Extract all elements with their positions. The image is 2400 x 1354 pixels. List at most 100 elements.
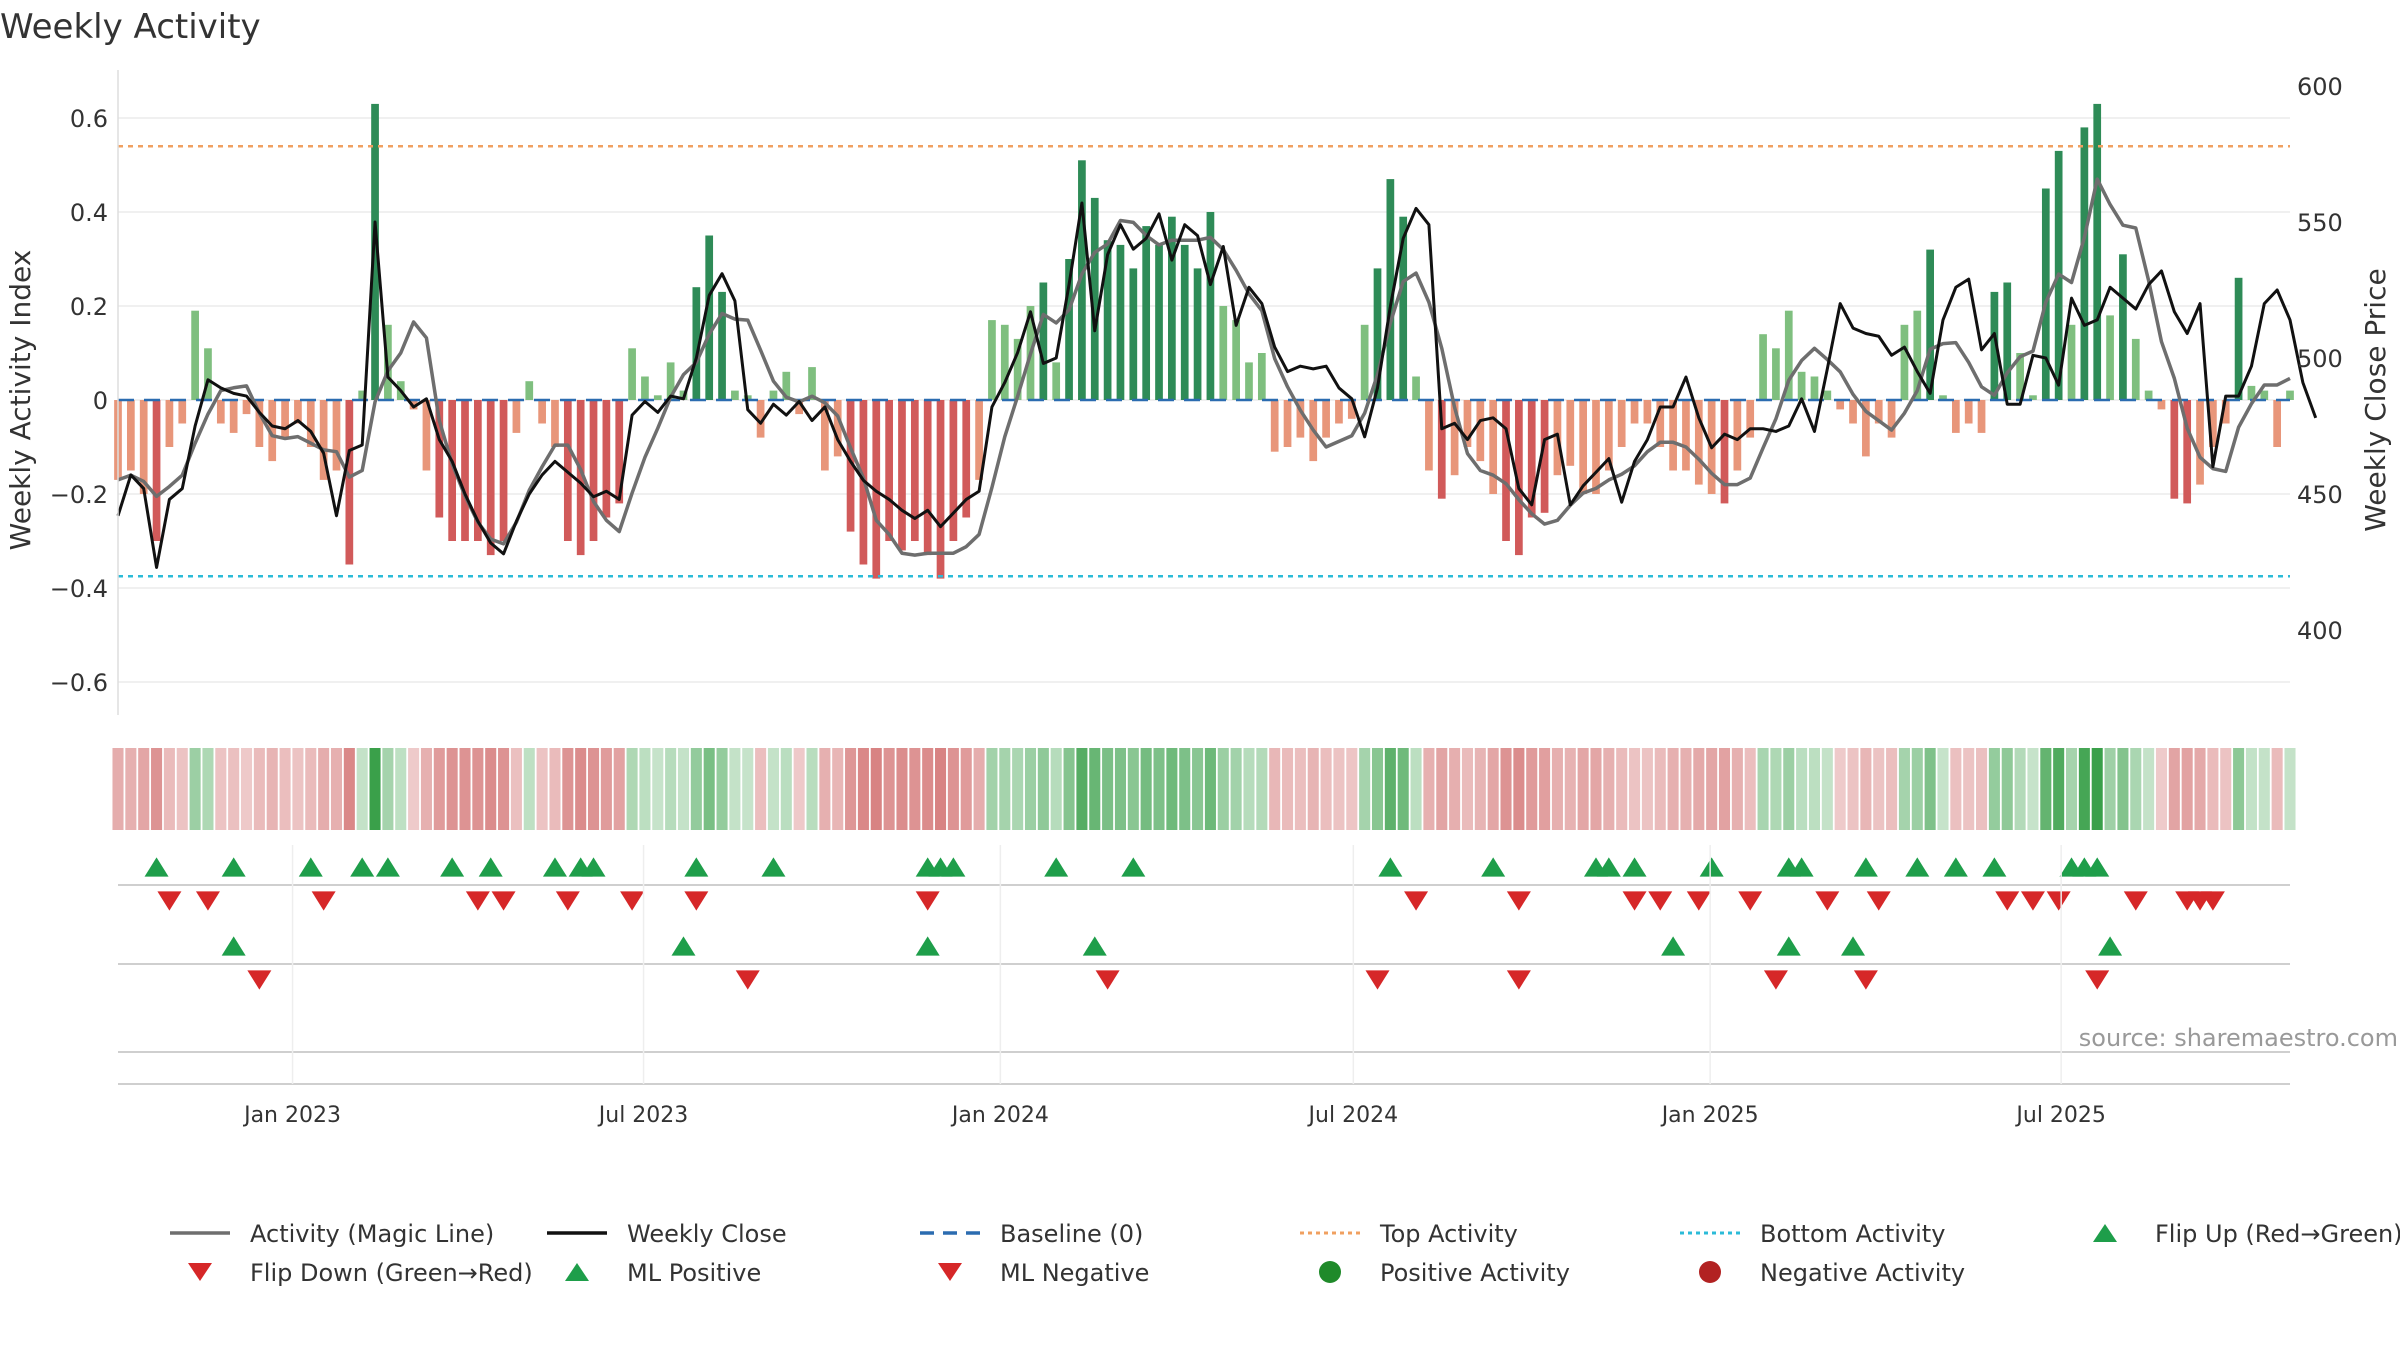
heat-cell (1359, 748, 1371, 830)
flip-up-marker (1044, 857, 1069, 877)
activity-bar (2260, 390, 2269, 400)
legend-label: Positive Activity (1380, 1259, 1570, 1287)
activity-bar (1335, 400, 1343, 424)
flip-up-marker (440, 857, 465, 877)
activity-bar (1810, 376, 1819, 400)
activity-bar (1823, 390, 1832, 400)
activity-bar (1193, 268, 1202, 400)
heat-cell (1963, 748, 1975, 830)
activity-bar (1887, 400, 1896, 438)
activity-bar (1219, 306, 1228, 400)
activity-bars (114, 103, 2294, 579)
heat-cell (883, 748, 895, 830)
activity-bar (795, 400, 804, 415)
heat-cell (189, 748, 201, 830)
activity-bar (2093, 103, 2102, 401)
heat-cell (986, 748, 998, 830)
legend-item: Positive Activity (1319, 1259, 1570, 1287)
activity-bar (885, 400, 893, 541)
activity-bar (615, 400, 624, 504)
flip-down-marker (1815, 891, 1840, 911)
activity-bar (1283, 400, 1292, 447)
heat-cell (1474, 748, 1486, 830)
activity-bar (371, 103, 379, 401)
heat-cell (2245, 748, 2257, 830)
activity-bar (1386, 179, 1395, 400)
flip-down-marker (620, 891, 645, 911)
heat-cell (176, 748, 188, 830)
flip-up-marker (1789, 857, 1814, 877)
activity-bar (589, 400, 598, 541)
activity-bar (1168, 216, 1176, 400)
activity-bar (1270, 400, 1279, 452)
heat-cell (1654, 748, 1666, 830)
activity-bar (1463, 400, 1472, 447)
heat-cell (947, 748, 959, 830)
activity-bar (949, 400, 958, 541)
heat-cell (729, 748, 741, 830)
activity-bar (962, 400, 971, 518)
heat-cell (1641, 748, 1653, 830)
heat-cell (2117, 748, 2129, 830)
activity-bar (332, 400, 341, 471)
heat-cell (1410, 748, 1422, 830)
legend-swatch (1699, 1261, 1721, 1283)
activity-bar (1720, 400, 1729, 504)
heat-cell (2258, 748, 2270, 830)
heat-cell (2040, 748, 2052, 830)
activity-bar (1797, 371, 1806, 400)
activity-bar (1065, 259, 1073, 400)
flip-up-marker (350, 857, 375, 877)
ml-negative-marker (1095, 970, 1120, 990)
activity-bar (1849, 400, 1857, 424)
legend-label: Top Activity (1379, 1220, 1518, 1248)
heat-cell (1423, 748, 1435, 830)
activity-bar (782, 371, 791, 400)
heat-cell (1847, 748, 1859, 830)
activity-bar (1592, 400, 1600, 494)
ml-negative-marker (1763, 970, 1788, 990)
flip-up-marker (1622, 857, 1647, 877)
y2-tick-label: 450 (2297, 481, 2343, 509)
activity-bar (846, 400, 855, 532)
activity-bar (345, 400, 354, 565)
heat-cell (1037, 748, 1049, 830)
legend-swatch (1319, 1261, 1341, 1283)
heat-cell (343, 748, 355, 830)
legend-label: Negative Activity (1760, 1259, 1965, 1287)
y2-tick-label: 550 (2297, 209, 2343, 237)
ml-positive-marker (1841, 936, 1866, 956)
heat-cell (755, 748, 767, 830)
activity-bar (1257, 353, 1266, 400)
heat-cell (2233, 748, 2245, 830)
activity-bar (1784, 310, 1793, 400)
heat-cell (1834, 748, 1846, 830)
activity-bar (422, 400, 431, 471)
activity-bar (2106, 315, 2114, 400)
legend-item: Weekly Close (547, 1220, 787, 1248)
activity-bar (1412, 376, 1420, 400)
flip-down-marker (1506, 891, 1531, 911)
activity-bar (1360, 324, 1369, 400)
y-axis-label: Weekly Activity Index (4, 250, 37, 551)
flip-down-marker (2046, 891, 2071, 911)
flip-down-marker (1648, 891, 1673, 911)
flip-up-marker (1596, 857, 1621, 877)
flip-down-marker (555, 891, 580, 911)
heat-cell (973, 748, 985, 830)
heat-cell (1089, 748, 1101, 830)
heat-cell (575, 748, 587, 830)
activity-bar (1874, 400, 1883, 424)
x-tick-label: Jul 2023 (597, 1103, 689, 1128)
activity-bar (2003, 282, 2012, 400)
y-tick-label: 0.4 (70, 199, 108, 227)
activity-bar (435, 400, 444, 518)
activity-bar (1090, 197, 1099, 400)
heat-cell (2168, 748, 2180, 830)
heat-cell (2104, 748, 2116, 830)
activity-bar (1746, 400, 1755, 438)
y-tick-label: 0.2 (70, 293, 108, 321)
heat-cell (472, 748, 484, 830)
activity-bar (1694, 400, 1703, 485)
legend-item: Baseline (0) (920, 1220, 1143, 1248)
